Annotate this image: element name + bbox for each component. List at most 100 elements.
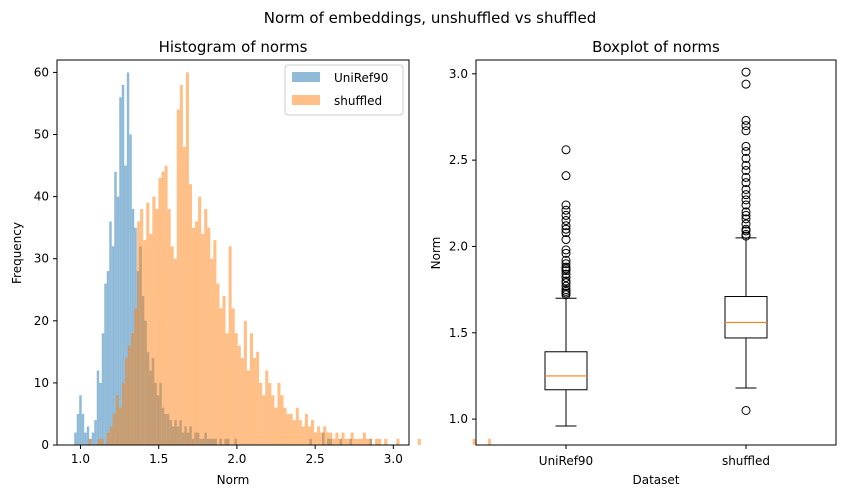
boxplot-outlier [741,207,751,217]
histogram-bar [243,320,247,445]
histogram-bar [104,283,107,445]
boxplot-outlier [561,235,571,245]
boxplot-ytick-label: 3.0 [449,67,468,81]
boxplot-outlier [741,190,751,200]
boxplot-outlier [561,224,571,234]
histogram-bar [149,233,153,445]
histogram-xlabel: Norm [217,473,250,487]
histogram-bar [114,171,117,445]
boxplot-title: Boxplot of norms [592,38,720,56]
boxplot-outlier [741,79,751,89]
legend-label-uniref90: UniRef90 [334,71,388,85]
boxplot-outlier [561,262,571,272]
boxplot-outlier [741,165,751,175]
histogram-bar [94,420,97,445]
histogram-bar [253,358,257,445]
histogram-legend: UniRef90 shuffled [284,64,404,116]
histogram-bar [106,432,110,445]
histogram-bar [179,84,183,445]
histogram-bar [277,382,281,445]
histogram-bar [129,134,132,445]
histogram-bar [79,395,82,445]
histogram-bar [121,382,125,445]
boxplot-frame [475,59,837,446]
histogram-xtick-label: 2.5 [306,452,325,466]
histogram-bar [155,209,159,445]
histogram-bar [240,358,244,445]
legend-label-shuffled: shuffled [334,94,382,108]
histogram-bar [76,413,80,445]
histogram-series-shuffled [88,72,491,446]
histogram-bar [323,426,327,445]
histogram-bar [210,258,214,445]
histogram-bar [341,432,345,445]
histogram-ytick-label: 30 [34,252,49,266]
histogram-bar [231,308,235,445]
histogram-bar [91,432,95,445]
histogram-bar [417,438,421,445]
boxplot-outlier [741,153,751,163]
histogram-bar [362,432,366,445]
histogram-xtick-label: 1.5 [149,452,168,466]
boxplot-outlier [741,172,751,182]
boxplot-outlier [561,171,571,181]
histogram-bar [262,395,266,445]
histogram-bar [344,438,348,445]
boxplot-box [544,351,588,391]
legend-swatch-shuffled [292,95,320,105]
histogram-bar [332,438,336,445]
histogram-bar [326,432,330,445]
histogram-bar [126,72,130,446]
boxplot-outlier [561,200,571,210]
histogram-bar [185,72,189,446]
histogram-bar [101,333,105,445]
histogram-frame [56,59,410,446]
boxplot-box [724,296,768,339]
boxplot-outlier [741,126,751,136]
histogram-bar [182,146,186,445]
boxplot-chart: Boxplot of norms UniRef90 shuffled 1.0 1.5 2… [429,38,837,487]
histogram-bar [378,438,382,445]
figure-suptitle: Norm of embeddings, unshuffled vs shuffl… [264,9,597,27]
histogram-bar [335,432,339,445]
histogram-bar [304,413,308,445]
histogram-bar [487,438,491,445]
histogram-ytick-label: 40 [34,190,49,204]
histogram-bar [97,438,101,445]
boxplot-outlier [561,255,571,265]
histogram-bar [137,221,141,445]
boxplot-outlier [561,259,571,269]
histogram-bar [295,407,299,445]
boxplot-outlier [741,141,751,151]
boxplot-outlier [561,285,571,295]
histogram-bar [81,413,85,445]
histogram-bar [268,382,272,445]
boxplot-outlier [741,214,751,224]
histogram-bar [176,109,180,446]
histogram-bar [143,240,147,445]
boxplot-outlier [741,121,751,131]
histogram-bar [131,333,135,445]
histogram-bar [365,438,369,445]
histogram-bar [219,308,223,445]
boxplot-outlier [741,160,751,170]
histogram-bar [228,246,232,445]
boxplot-outlier [741,184,751,194]
histogram-bar [74,432,77,445]
histogram-bar [307,426,311,445]
histogram-bar [111,246,115,445]
boxplot-outlier [561,205,571,215]
boxplot-outlier [741,219,751,229]
histogram-chart: Histogram of norms 1.0 1.5 2.0 2.5 3.0 0 10 20 3… [10,38,491,487]
histogram-ytick-label: 20 [34,314,49,328]
histogram-bar [109,426,113,445]
histogram-bar [274,407,278,445]
histogram-ytick-label: 0 [41,438,49,452]
histogram-bar [134,308,138,445]
histogram-bar [119,97,122,445]
histogram-bar [249,333,254,445]
histogram-bar [298,420,302,445]
histogram-bar [265,370,269,445]
boxplot-ytick-label: 1.5 [449,326,468,340]
boxplot-ytick-label: 1.0 [449,412,468,426]
